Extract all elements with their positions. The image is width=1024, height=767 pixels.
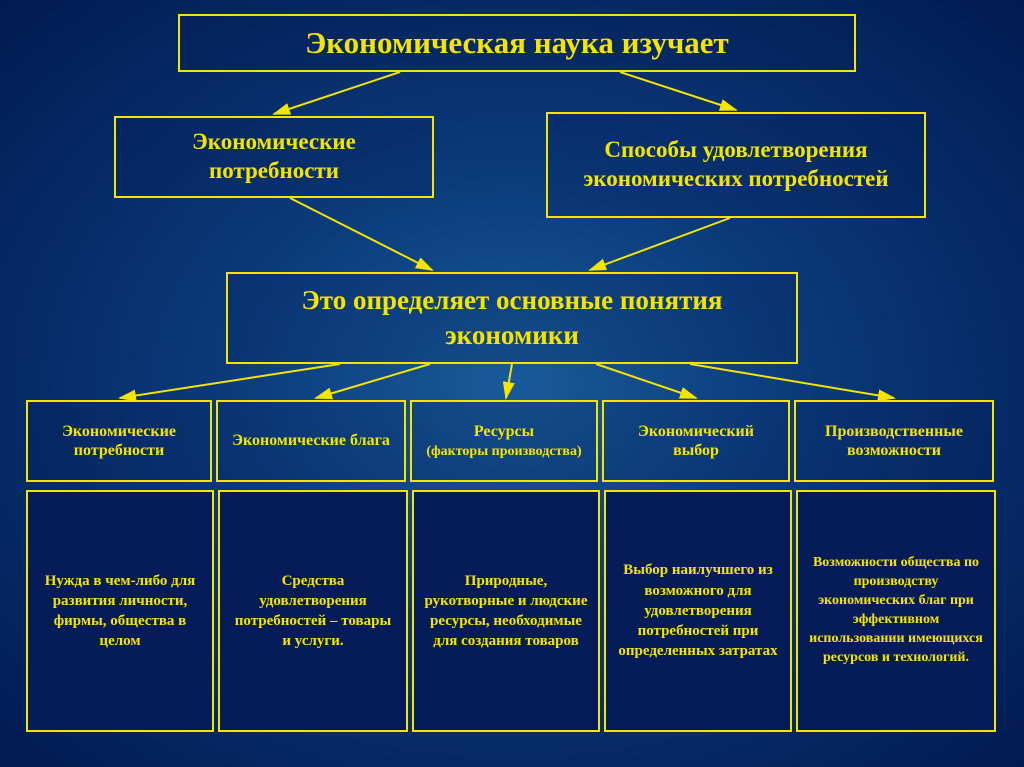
- col-desc-1-text: Средства удовлетворения потребностей – т…: [230, 571, 396, 652]
- col-desc-4: Возможности общества по производству эко…: [796, 490, 996, 732]
- col-header-4-text: Производственные возможности: [806, 422, 982, 460]
- concept-box: Это определяет основные понятия экономик…: [226, 272, 798, 364]
- branch-left: Экономические потребности: [114, 116, 434, 198]
- col-desc-3-text: Выбор наилучшего из возможного для удовл…: [616, 560, 780, 661]
- branch-left-text: Экономические потребности: [126, 128, 422, 186]
- col-desc-4-text: Возможности общества по производству эко…: [808, 554, 984, 667]
- col-desc-2-text: Природные, рукотворные и людские ресурсы…: [424, 571, 588, 652]
- title-text: Экономическая наука изучает: [305, 25, 729, 61]
- col-header-1-text: Экономические блага: [232, 431, 390, 450]
- col-desc-0-text: Нужда в чем-либо для развития личности, …: [38, 571, 202, 652]
- branch-right: Способы удовлетворения экономических пот…: [546, 112, 926, 218]
- col-desc-3: Выбор наилучшего из возможного для удовл…: [604, 490, 792, 732]
- col-header-1: Экономические блага: [216, 400, 406, 482]
- col-header-2: Ресурсы (факторы производства): [410, 400, 598, 482]
- col-header-0: Экономические потребности: [26, 400, 212, 482]
- col-desc-0: Нужда в чем-либо для развития личности, …: [26, 490, 214, 732]
- concept-text: Это определяет основные понятия экономик…: [238, 283, 786, 353]
- branch-right-text: Способы удовлетворения экономических пот…: [558, 136, 914, 194]
- title-box: Экономическая наука изучает: [178, 14, 856, 72]
- col-header-2-main: Ресурсы: [474, 423, 534, 440]
- col-header-2-sub: (факторы производства): [426, 444, 581, 459]
- col-header-3-text: Экономический выбор: [614, 422, 778, 460]
- col-header-2-wrap: Ресурсы (факторы производства): [426, 422, 581, 461]
- col-desc-2: Природные, рукотворные и людские ресурсы…: [412, 490, 600, 732]
- col-header-0-text: Экономические потребности: [38, 422, 200, 460]
- col-header-3: Экономический выбор: [602, 400, 790, 482]
- col-desc-1: Средства удовлетворения потребностей – т…: [218, 490, 408, 732]
- col-header-4: Производственные возможности: [794, 400, 994, 482]
